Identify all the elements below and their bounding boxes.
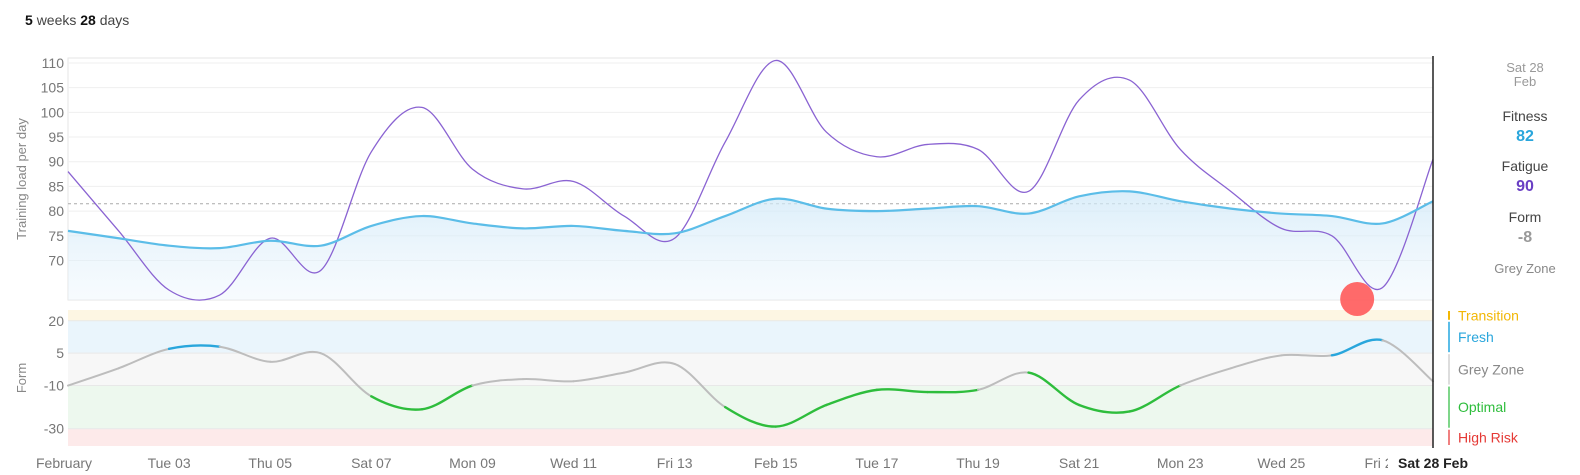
form-value: -8 (1517, 229, 1533, 246)
x-tick-label: Thu 05 (248, 455, 292, 471)
form-line-segment (218, 345, 272, 363)
training-load-axis-label: Training load per day (14, 118, 29, 240)
form-line-segment (673, 362, 727, 409)
days-count: 28 (80, 12, 96, 28)
current-date-badge-bg (1388, 452, 1480, 472)
form-line-segment (875, 388, 929, 394)
fitness-value: 82 (1516, 128, 1534, 145)
fatigue-value: 90 (1516, 178, 1534, 195)
form-line-segment (319, 352, 373, 398)
form-zone-label: Grey Zone (1494, 261, 1556, 276)
x-tick-label: February (36, 455, 92, 471)
current-date-month: Feb (1513, 74, 1537, 89)
form-line-segment (1280, 353, 1333, 358)
fitness-area (68, 191, 1433, 300)
form-line-segment (522, 378, 575, 383)
form-line-segment (926, 388, 980, 394)
form-line-segment (1077, 403, 1131, 414)
x-tick-label: Thu 19 (956, 455, 1000, 471)
x-tick-label: Mon 09 (449, 455, 496, 471)
fitness-line (67, 190, 1434, 250)
x-tick-label: Mon 23 (1157, 455, 1204, 471)
form-line-segment (1381, 339, 1434, 383)
form-line-segment (1330, 338, 1384, 357)
fitness-label: Fitness (1502, 108, 1548, 124)
fatigue-label: Fatigue (1501, 158, 1549, 174)
training-load-ytick-label: 75 (48, 228, 64, 244)
x-tick-label: Fri 13 (657, 455, 693, 471)
zone-band-optimal (68, 385, 1433, 429)
training-load-ytick-label: 85 (48, 178, 64, 194)
zone-band-high-risk (68, 428, 1433, 446)
zone-label-fresh: Fresh (1458, 329, 1494, 345)
form-ytick-label: 5 (56, 345, 64, 361)
form-axis-label: Form (14, 363, 29, 393)
training-load-ytick-label: 90 (48, 154, 64, 170)
period-summary: 5 weeks 28 days (25, 12, 129, 28)
form-line-segment (370, 395, 424, 411)
current-date-x-label: Sat 28 Feb (1398, 455, 1468, 471)
training-load-ytick-label: 110 (42, 55, 65, 71)
zone-band-transition (68, 310, 1433, 321)
event-marker[interactable] (1340, 282, 1375, 316)
zone-label-optimal: Optimal (1458, 399, 1506, 415)
form-ytick-label: -10 (44, 378, 64, 394)
zone-band-fresh (68, 320, 1433, 354)
form-line-segment (269, 350, 322, 363)
fatigue-line (67, 59, 1434, 301)
form-ytick-label: 20 (48, 313, 64, 329)
form-line-segment (1179, 367, 1232, 387)
form-line-segment (471, 378, 524, 387)
form-label: Form (1508, 209, 1542, 225)
training-load-ytick-label: 95 (48, 129, 64, 145)
training-load-ytick-label: 70 (48, 252, 64, 268)
form-ytick-label: -30 (44, 421, 64, 437)
x-tick-label: Wed 25 (1257, 455, 1305, 471)
form-line-segment (1027, 371, 1081, 407)
form-line-segment (420, 384, 474, 411)
x-tick-label: Wed 11 (550, 455, 597, 471)
zone-label-high-risk: High Risk (1458, 429, 1519, 445)
form-line-segment (1229, 354, 1283, 370)
form-line-segment (167, 344, 221, 351)
form-line-segment (572, 371, 626, 383)
zone-label-transition: Transition (1458, 307, 1519, 323)
form-line-segment (977, 371, 1030, 391)
x-tick-label: Tue 03 (148, 455, 191, 471)
days-label: days (99, 12, 130, 28)
x-tick-label: Tue 17 (855, 455, 898, 471)
form-line-segment (1128, 384, 1182, 413)
form-line-segment (724, 405, 777, 428)
zone-label-grey-zone: Grey Zone (1458, 361, 1524, 377)
x-tick-label: Sat 21 (1059, 455, 1100, 471)
weeks-count: 5 (25, 12, 33, 28)
form-line-segment (67, 367, 120, 387)
current-date-day: Sat 28 (1506, 60, 1544, 75)
training-load-ytick-label: 80 (48, 203, 64, 219)
form-line-segment (825, 388, 879, 407)
form-line-segment (774, 403, 828, 428)
weeks-label: weeks (36, 12, 77, 28)
training-load-ytick-label: 105 (41, 80, 65, 96)
form-line-segment (117, 347, 171, 370)
x-tick-label: Feb 15 (754, 455, 798, 471)
x-tick-label: Sat 07 (351, 455, 392, 471)
form-line-segment (623, 361, 676, 374)
training-load-ytick-label: 100 (41, 104, 65, 120)
zone-band-grey-zone (68, 353, 1433, 386)
